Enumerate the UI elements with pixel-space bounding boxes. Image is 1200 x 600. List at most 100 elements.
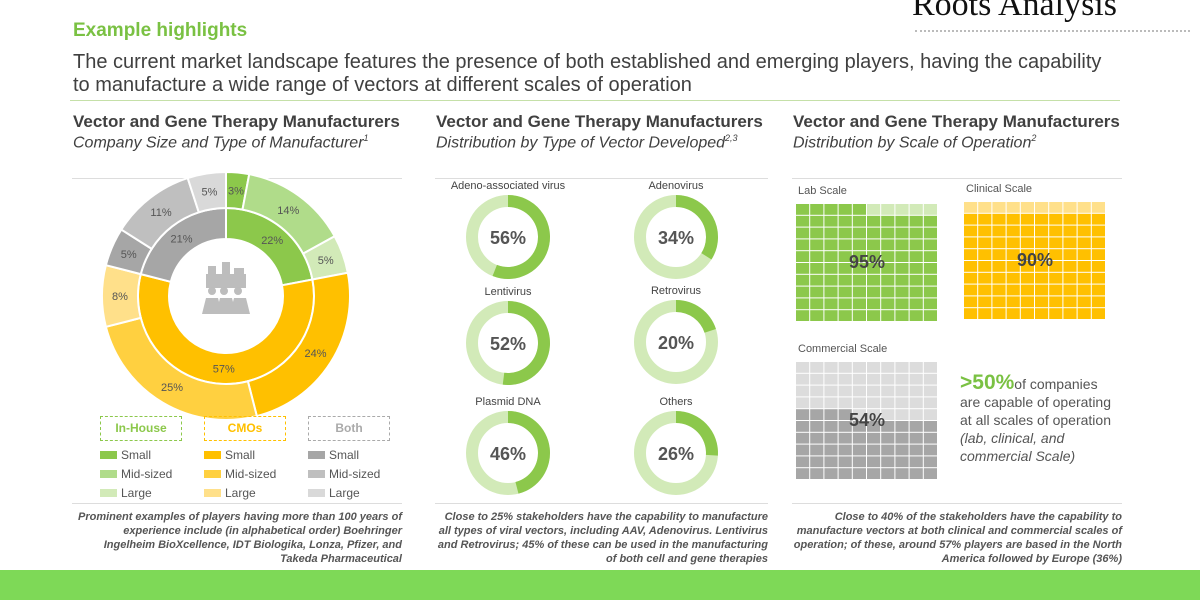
waffle-cell: [810, 432, 824, 444]
waffle-cell: [1077, 225, 1091, 237]
waffle-cell: [824, 468, 838, 479]
waffle-cell: [881, 215, 895, 227]
waffle-cell: [867, 263, 881, 274]
waffle-cell: [796, 362, 810, 373]
waffle-cell: [895, 274, 909, 286]
waffle-cell: [881, 468, 895, 479]
waffle-cell: [838, 204, 852, 215]
waffle-cell: [1063, 202, 1077, 213]
donut-value-arc: [676, 411, 718, 456]
logo: Roots Analysis: [912, 0, 1117, 23]
legend-swatch: [308, 450, 325, 459]
logo-underline: [915, 30, 1190, 32]
waffle-cell: [867, 444, 881, 456]
waffle-cell: [1063, 225, 1077, 237]
scale-name: Clinical Scale: [966, 183, 1033, 195]
donut-value-arc: [676, 195, 718, 260]
waffle-cell: [923, 444, 937, 456]
waffle-cell: [1077, 249, 1091, 260]
waffle-cell: [1077, 261, 1091, 272]
waffle-cell: [852, 432, 866, 444]
legend-label: Mid-sized: [225, 466, 277, 481]
scale-name: Lab Scale: [798, 185, 847, 197]
waffle-cell: [923, 421, 937, 432]
inner-ring-label: 22%: [261, 235, 283, 247]
waffle-cell: [810, 362, 824, 373]
waffle-cell: [852, 310, 866, 321]
waffle-cell: [895, 251, 909, 262]
waffle-cell: [852, 373, 866, 385]
waffle-cell: [909, 274, 923, 286]
waffle-cell: [992, 308, 1006, 319]
legend-swatch: [100, 488, 117, 497]
legend-item: Small: [308, 445, 390, 464]
waffle-cell: [895, 421, 909, 432]
waffle-cell: [895, 215, 909, 227]
waffle-cell: [923, 432, 937, 444]
waffle-cell: [992, 213, 1006, 225]
waffle-cell: [810, 286, 824, 298]
waffle-cell: [1077, 213, 1091, 225]
legend-label: Small: [329, 447, 360, 462]
legend-label: Small: [225, 447, 256, 462]
waffle-cell: [895, 397, 909, 409]
waffle-cell: [923, 263, 937, 274]
waffle-cell: [1035, 261, 1049, 272]
donut-value-label: 46%: [490, 444, 526, 464]
waffle-cell: [978, 261, 992, 272]
waffle-cell: [881, 456, 895, 468]
legend-group-cmos: CMOs Small Mid-sized Large: [204, 416, 286, 502]
inner-ring-label: 21%: [171, 234, 193, 246]
highlight-italic: (lab, clinical, and commercial Scale): [960, 430, 1076, 464]
waffle-cell: [796, 286, 810, 298]
legend-group-both: Both Small Mid-sized Large: [308, 416, 390, 502]
waffle-cell: [1063, 284, 1077, 296]
outer-ring-label: 11%: [150, 207, 171, 219]
waffle-cell: [978, 272, 992, 284]
waffle-cell: [895, 227, 909, 239]
waffle-cell: [1020, 225, 1034, 237]
waffle-cell: [1006, 237, 1020, 249]
waffle-cell: [1035, 249, 1049, 260]
waffle-cell: [895, 239, 909, 251]
waffle-cell: [923, 239, 937, 251]
divider: [792, 503, 1122, 504]
waffle-cell: [881, 362, 895, 373]
waffle-cell: [1077, 202, 1091, 213]
waffle-cell: [852, 421, 866, 432]
vector-name: Adeno-associated virus: [450, 180, 566, 192]
waffle-cell: [824, 298, 838, 310]
waffle-cell: [796, 310, 810, 321]
waffle-cell: [964, 272, 978, 284]
waffle-cell: [881, 204, 895, 215]
waffle-cell: [881, 274, 895, 286]
legend-swatch: [308, 469, 325, 478]
vector-name: Adenovirus: [648, 180, 704, 192]
legend-item: Mid-sized: [204, 464, 286, 483]
waffle-cell: [1006, 284, 1020, 296]
waffle-cell: [1063, 213, 1077, 225]
legend-label: Small: [121, 447, 152, 462]
vector-name: Retrovirus: [650, 285, 702, 297]
waffle-cell: [895, 310, 909, 321]
waffle-cell: [1006, 272, 1020, 284]
waffle-cell: [992, 284, 1006, 296]
waffle-cell: [824, 204, 838, 215]
waffle-cell: [909, 263, 923, 274]
donut-value-arc: [492, 195, 550, 279]
waffle-cell: [810, 298, 824, 310]
waffle-cell: [992, 202, 1006, 213]
waffle-cell: [881, 251, 895, 262]
waffle-cell: [1063, 308, 1077, 319]
waffle-cell: [881, 310, 895, 321]
vector-name: Lentivirus: [484, 286, 532, 298]
waffle-cell: [867, 362, 881, 373]
vector-name: Plasmid DNA: [475, 396, 541, 408]
waffle-cell: [881, 239, 895, 251]
waffle-cell: [1006, 249, 1020, 260]
waffle-cell: [838, 239, 852, 251]
waffle-cell: [1020, 296, 1034, 308]
waffle-cell: [909, 204, 923, 215]
legend-item: Large: [204, 483, 286, 502]
donut-value-label: 34%: [658, 228, 694, 248]
